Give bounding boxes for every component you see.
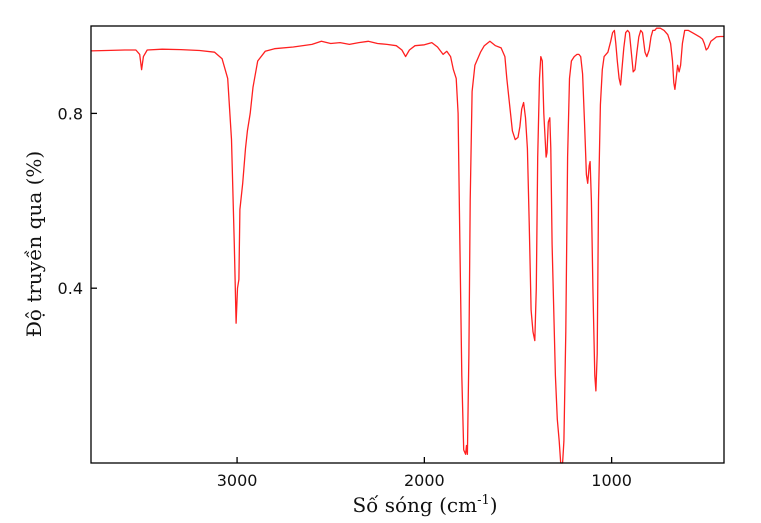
plot-frame: [90, 25, 725, 464]
x-axis-title-main: Số sóng (cm: [352, 493, 477, 517]
x-tick-label: 3000: [217, 471, 258, 490]
tick-labels: 3000 2000 1000 0.4 0.8: [58, 104, 632, 490]
transmittance-series-line: [90, 27, 724, 464]
y-axis-title: Độ truyền qua (%): [22, 151, 46, 337]
x-axis-title: Số sóng (cm-1): [352, 493, 497, 517]
axis-ticks: [91, 112, 613, 463]
x-axis-title-end: ): [490, 493, 498, 517]
x-axis-title-superscript: -1: [477, 493, 490, 508]
y-tick-label: 0.8: [58, 104, 83, 123]
x-tick-label: 1000: [591, 471, 632, 490]
x-tick-label: 2000: [404, 471, 445, 490]
y-tick-label: 0.4: [58, 279, 83, 298]
